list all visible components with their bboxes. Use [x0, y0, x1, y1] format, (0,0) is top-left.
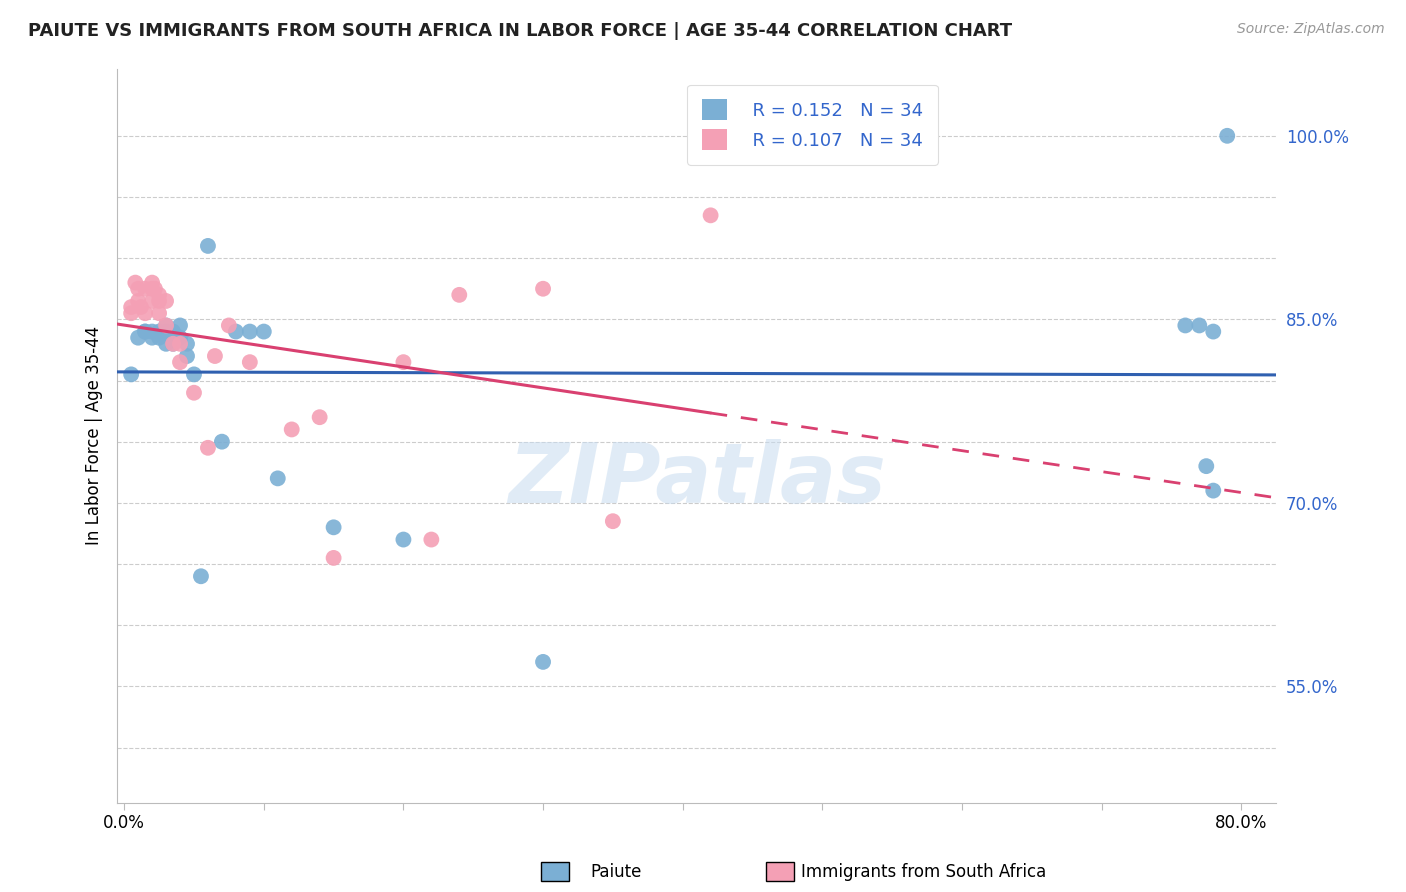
Point	[449, 288, 471, 302]
Point	[392, 533, 415, 547]
Point	[1188, 318, 1211, 333]
Point	[129, 300, 152, 314]
Point	[162, 336, 184, 351]
Point	[141, 325, 163, 339]
Point	[155, 336, 177, 351]
Point	[120, 306, 142, 320]
Point	[176, 349, 198, 363]
Text: ZIPatlas: ZIPatlas	[508, 439, 886, 520]
Point	[141, 282, 163, 296]
Legend:   R = 0.152   N = 34,   R = 0.107   N = 34: R = 0.152 N = 34, R = 0.107 N = 34	[688, 85, 938, 164]
Point	[143, 282, 166, 296]
Point	[322, 520, 344, 534]
Point	[169, 318, 191, 333]
Point	[1195, 459, 1218, 474]
Point	[124, 276, 146, 290]
Point	[127, 282, 149, 296]
Point	[120, 368, 142, 382]
Point	[280, 422, 302, 436]
Point	[141, 331, 163, 345]
Point	[183, 368, 205, 382]
Point	[176, 336, 198, 351]
Point	[169, 336, 191, 351]
Point	[253, 325, 276, 339]
Point	[162, 325, 184, 339]
Point	[148, 306, 170, 320]
Point	[134, 282, 156, 296]
Point	[120, 300, 142, 314]
Point	[148, 288, 170, 302]
Point	[148, 331, 170, 345]
Point	[155, 293, 177, 308]
Point	[392, 355, 415, 369]
Point	[183, 385, 205, 400]
Point	[197, 239, 219, 253]
Point	[1174, 318, 1197, 333]
Point	[308, 410, 330, 425]
Point	[127, 293, 149, 308]
Point	[699, 208, 721, 222]
Point	[239, 325, 262, 339]
Point	[531, 282, 554, 296]
Y-axis label: In Labor Force | Age 35-44: In Labor Force | Age 35-44	[86, 326, 103, 545]
Point	[322, 550, 344, 565]
Text: Paiute: Paiute	[591, 863, 643, 881]
Point	[197, 441, 219, 455]
Text: Immigrants from South Africa: Immigrants from South Africa	[801, 863, 1046, 881]
Point	[531, 655, 554, 669]
Point	[155, 318, 177, 333]
Text: Source: ZipAtlas.com: Source: ZipAtlas.com	[1237, 22, 1385, 37]
Point	[190, 569, 212, 583]
Point	[162, 336, 184, 351]
Text: PAIUTE VS IMMIGRANTS FROM SOUTH AFRICA IN LABOR FORCE | AGE 35-44 CORRELATION CH: PAIUTE VS IMMIGRANTS FROM SOUTH AFRICA I…	[28, 22, 1012, 40]
Point	[169, 355, 191, 369]
Point	[1202, 483, 1225, 498]
Point	[148, 325, 170, 339]
Point	[218, 318, 240, 333]
Point	[420, 533, 443, 547]
Point	[155, 318, 177, 333]
Point	[148, 293, 170, 308]
Point	[169, 331, 191, 345]
Point	[225, 325, 247, 339]
Point	[134, 306, 156, 320]
Point	[134, 325, 156, 339]
Point	[204, 349, 226, 363]
Point	[141, 276, 163, 290]
Point	[239, 355, 262, 369]
Point	[141, 293, 163, 308]
Point	[267, 471, 290, 485]
Point	[602, 514, 624, 528]
Point	[1216, 128, 1239, 143]
Point	[211, 434, 233, 449]
Point	[134, 325, 156, 339]
Point	[1202, 325, 1225, 339]
Point	[155, 325, 177, 339]
Point	[127, 331, 149, 345]
